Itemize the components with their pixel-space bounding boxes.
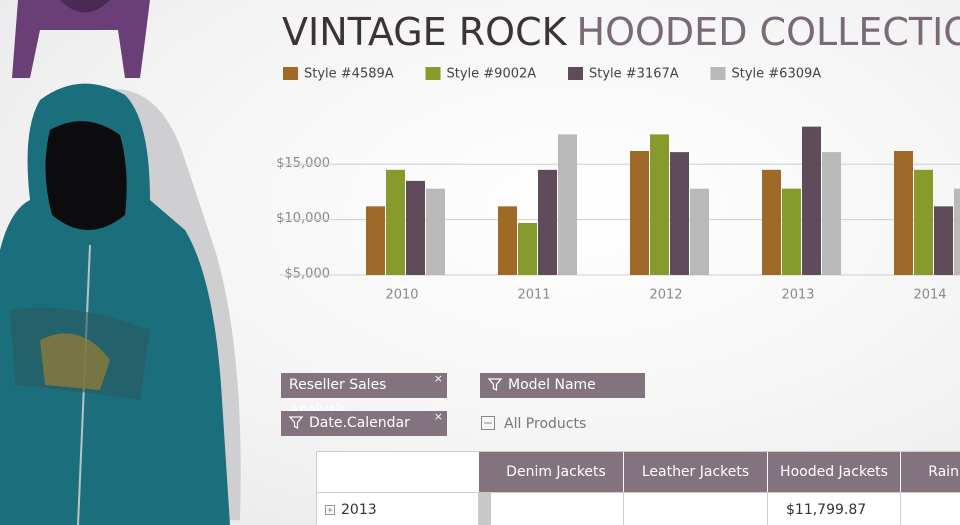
filter-chip[interactable]: Date.Calendar × xyxy=(281,410,447,436)
filter-chip[interactable]: Reseller Sales Analysis × xyxy=(281,372,447,418)
column-header: Hooded Jackets xyxy=(768,452,901,492)
title-main: VINTAGE ROCK xyxy=(282,10,568,54)
bar xyxy=(954,188,960,275)
bar xyxy=(406,180,425,275)
bar xyxy=(650,134,669,275)
bar xyxy=(914,169,933,275)
bar xyxy=(762,169,781,275)
bar xyxy=(934,206,953,275)
bar xyxy=(670,152,689,275)
bar xyxy=(498,206,517,275)
table-cell xyxy=(624,492,768,525)
chart-title: VINTAGE ROCK HOODED COLLECTION xyxy=(282,10,960,54)
x-tick-label: 2012 xyxy=(649,288,682,303)
bar xyxy=(802,126,821,276)
legend-swatch xyxy=(425,67,441,80)
filter-icon xyxy=(487,378,503,391)
x-tick-label: 2010 xyxy=(385,288,418,303)
y-tick-label: $5,000 xyxy=(285,267,331,282)
bar xyxy=(426,188,445,275)
chip-label: Model Name xyxy=(508,377,596,393)
pivot-table: Denim Jackets Leather Jackets Hooded Jacke… xyxy=(316,451,960,525)
bar xyxy=(822,152,841,275)
bar xyxy=(630,151,649,275)
legend-label: Style #6309A xyxy=(732,67,822,82)
collapse-toggle[interactable]: All Products xyxy=(481,414,586,434)
bar xyxy=(538,169,557,275)
column-header: Denim Jackets xyxy=(489,452,624,492)
minus-icon xyxy=(481,416,495,430)
table-cell: $11,799.87 xyxy=(768,492,901,525)
bar xyxy=(558,134,577,275)
title-sub: HOODED COLLECTION xyxy=(577,10,960,54)
y-tick-label: $15,000 xyxy=(276,156,330,171)
table-cell xyxy=(489,492,624,525)
filter-chip[interactable]: Model Name xyxy=(480,373,645,398)
column-header: Leather Jackets xyxy=(624,452,768,492)
bar xyxy=(690,188,709,275)
x-tick-label: 2013 xyxy=(781,288,814,303)
collapse-label: All Products xyxy=(504,416,587,432)
legend-label: Style #3167A xyxy=(589,67,679,82)
x-tick-label: 2014 xyxy=(913,288,946,303)
bar xyxy=(366,206,385,275)
y-tick-label: $10,000 xyxy=(276,211,330,226)
expand-icon[interactable] xyxy=(325,505,335,515)
legend-swatch xyxy=(568,67,583,80)
filter-icon xyxy=(288,416,304,429)
chip-close[interactable]: × xyxy=(433,372,443,385)
chip-close[interactable]: × xyxy=(433,410,443,423)
header-spacer xyxy=(479,452,491,492)
chip-label: Date.Calendar xyxy=(309,415,410,431)
x-tick-label: 2011 xyxy=(517,288,550,303)
row-label: 2013 xyxy=(341,502,377,518)
row-header: 2013 xyxy=(317,492,479,525)
hoodie-illustration xyxy=(0,0,241,525)
bar xyxy=(518,222,537,275)
bar xyxy=(894,151,913,275)
legend-label: Style #4589A xyxy=(304,67,394,82)
column-header: Rain Jackets xyxy=(901,452,960,492)
bar xyxy=(386,169,405,275)
row-spacer xyxy=(479,492,491,525)
legend-swatch xyxy=(710,67,726,80)
legend-label: Style #9002A xyxy=(447,67,537,82)
legend-swatch xyxy=(283,67,298,80)
header-corner xyxy=(317,452,479,492)
bar xyxy=(782,188,801,275)
table-cell xyxy=(901,492,960,525)
